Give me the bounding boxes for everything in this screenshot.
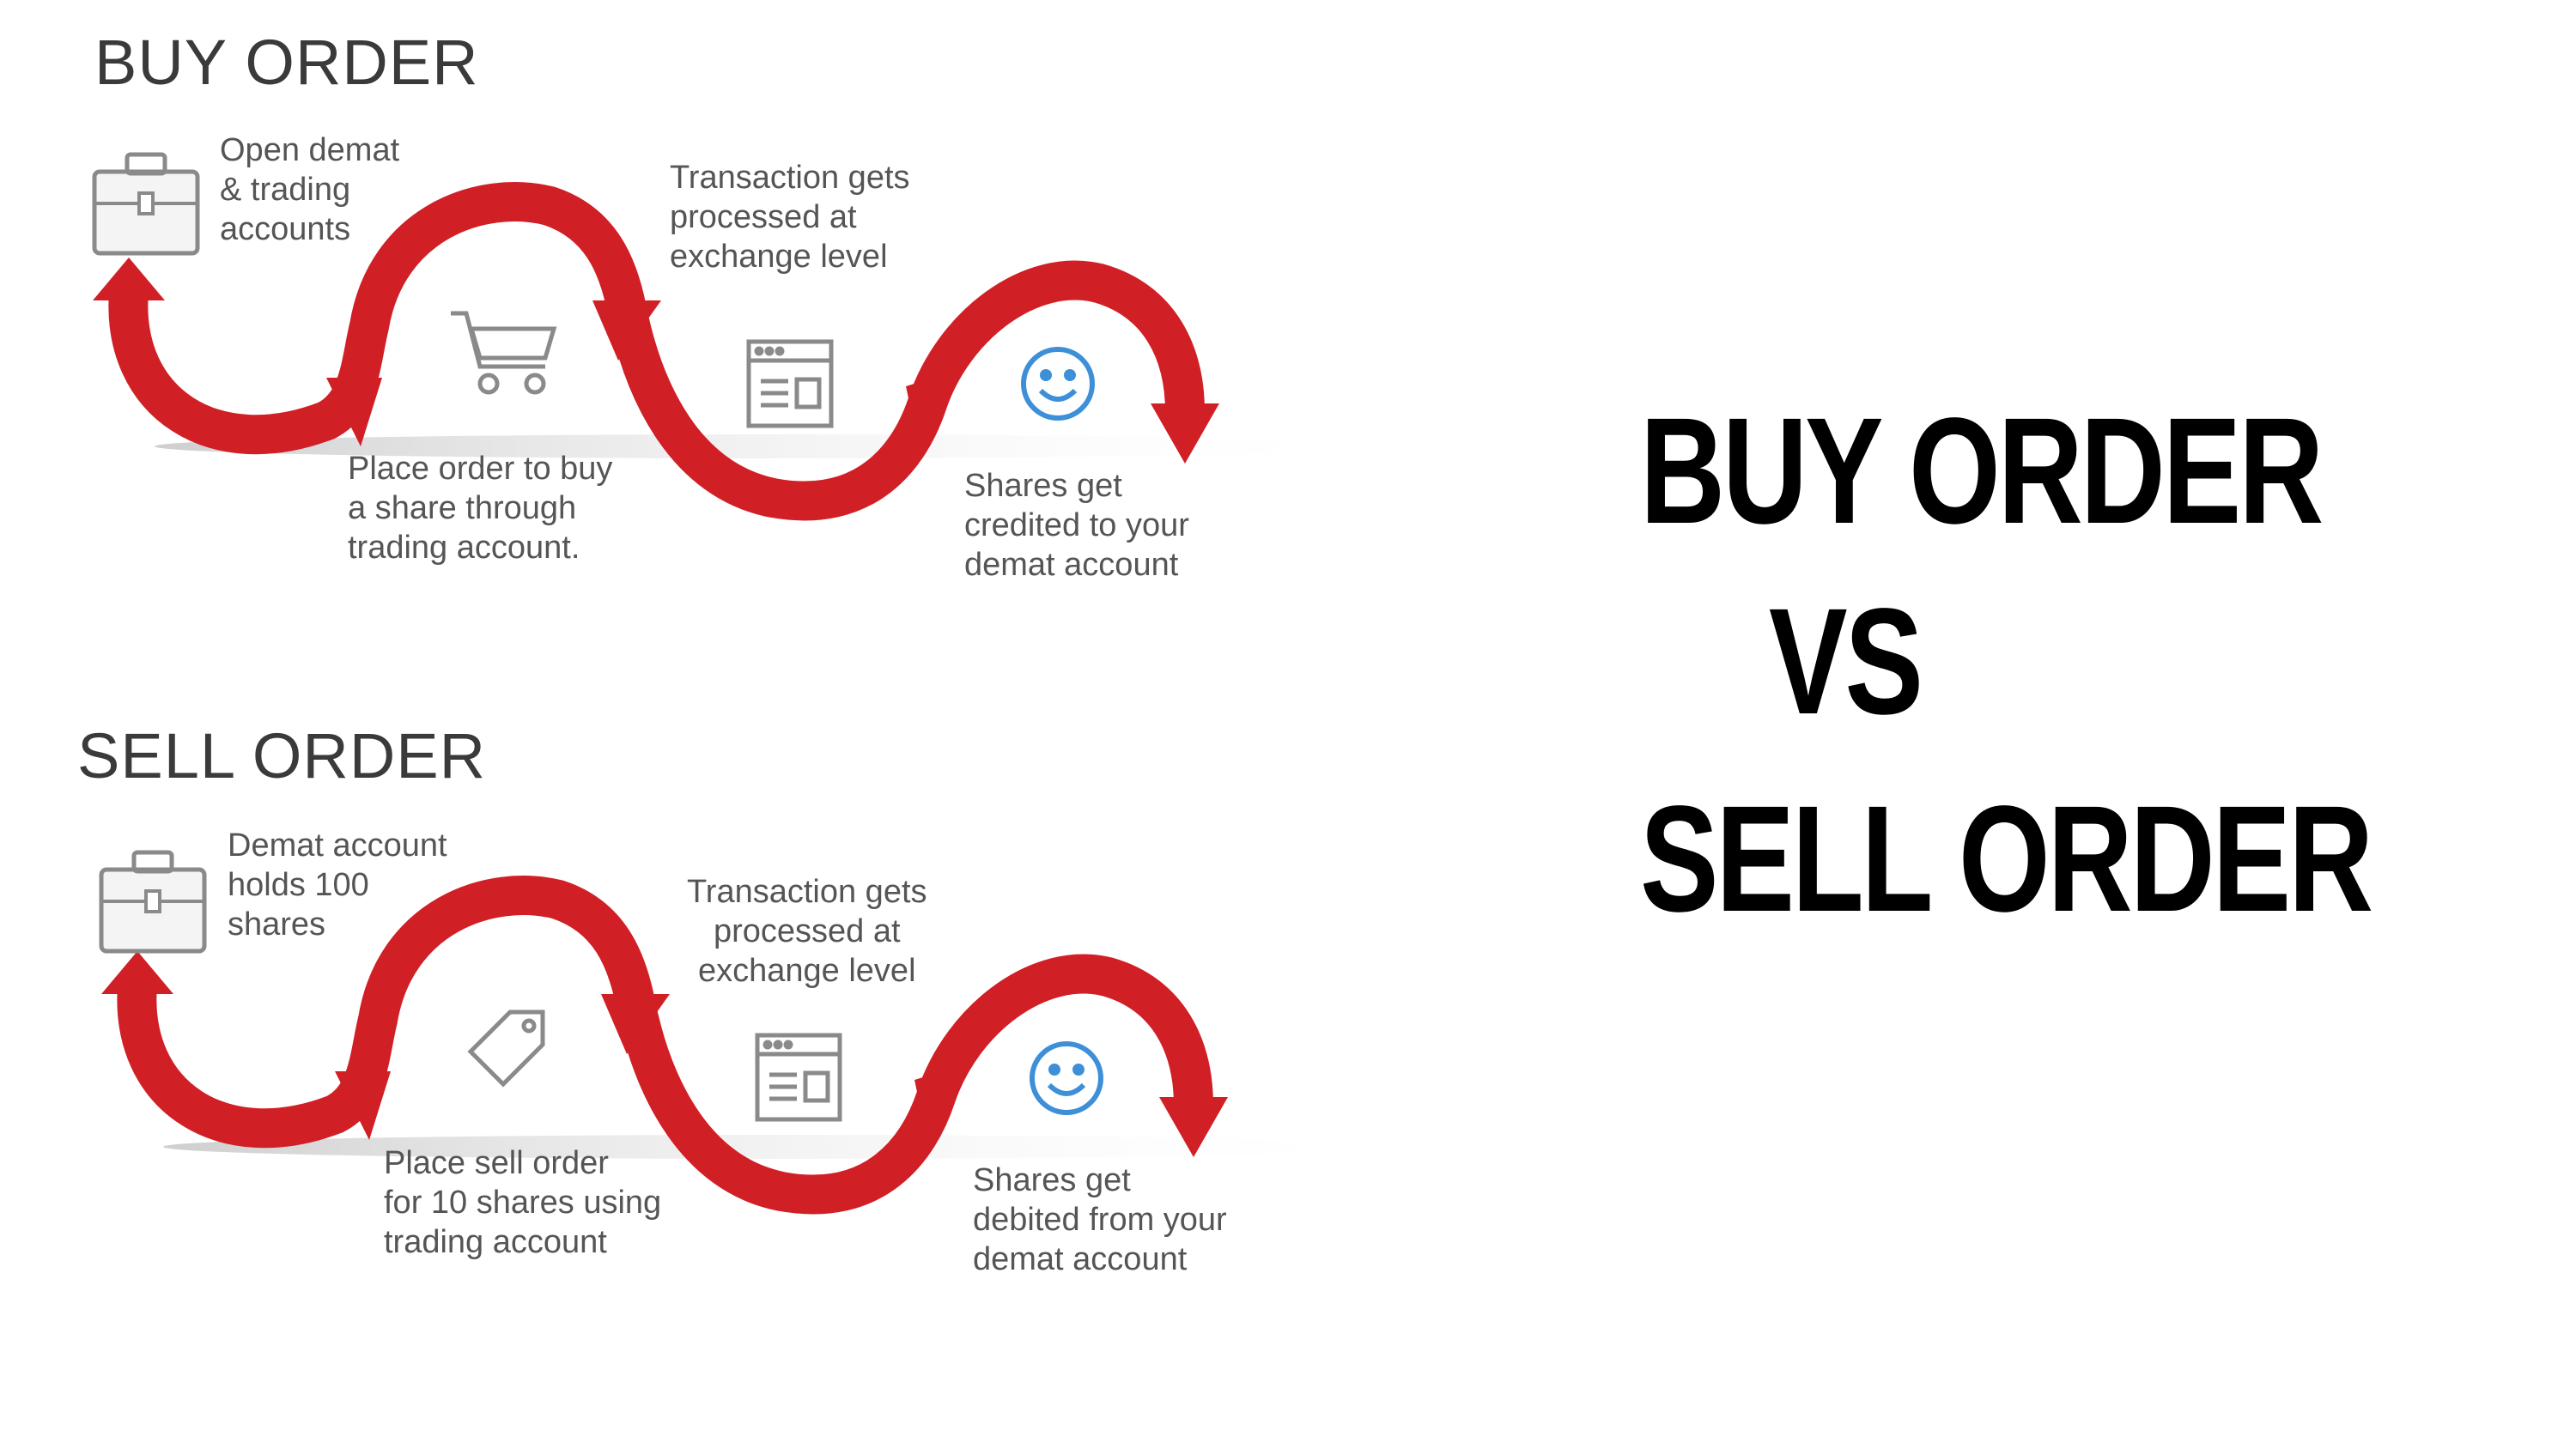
sell-arrowhead-3: [601, 994, 670, 1054]
smiley-face-icon: [1030, 1041, 1103, 1115]
buy-arrowhead-4: [906, 369, 962, 446]
browser-window-icon: [746, 339, 834, 428]
headline-buy-order: BUY ORDER: [1640, 387, 2324, 555]
sell-step-4-text: Shares get debited from your demat accou…: [973, 1162, 1227, 1277]
headline-sell-order: SELL ORDER: [1640, 775, 2373, 943]
buy-step-2-text: Place order to buy a share through tradi…: [348, 451, 613, 566]
browser-window-icon: [755, 1033, 842, 1122]
buy-flow-shadow: [155, 434, 1391, 458]
buy-arrowhead-3: [592, 300, 661, 361]
briefcase-icon: [99, 850, 207, 954]
shopping-cart-icon: [451, 311, 557, 395]
briefcase-icon: [92, 152, 200, 256]
buy-step-1-text: Open demat & trading accounts: [220, 132, 400, 247]
buy-panel-title: BUY ORDER: [94, 27, 479, 98]
buy-step-3-text: Transaction gets processed at exchange l…: [670, 160, 910, 275]
buy-arrowhead-1: [93, 258, 165, 300]
sell-arrowhead-1: [101, 951, 173, 994]
sell-flow-diagram: [99, 850, 1400, 1215]
sell-panel-title: SELL ORDER: [77, 720, 487, 791]
sell-arrowhead-2: [335, 1071, 391, 1140]
sell-arrowhead-5: [1159, 1097, 1228, 1157]
sell-step-3-text: Transaction gets processed at exchange l…: [687, 874, 927, 989]
buy-flow-diagram: [92, 152, 1391, 521]
buy-step-4-text: Shares get credited to your demat accoun…: [964, 468, 1189, 583]
sell-step-1-text: Demat account holds 100 shares: [228, 828, 447, 943]
buy-arrowhead-5: [1151, 403, 1219, 464]
sell-flow-shadow: [163, 1135, 1400, 1159]
buy-arrowhead-2: [326, 378, 382, 446]
headline-vs: VS: [1769, 578, 1923, 746]
sell-step-2-text: Place sell order for 10 shares using tra…: [384, 1145, 662, 1260]
price-tag-icon: [467, 1009, 545, 1088]
smiley-face-icon: [1021, 347, 1095, 421]
sell-arrowhead-4: [914, 1063, 970, 1140]
